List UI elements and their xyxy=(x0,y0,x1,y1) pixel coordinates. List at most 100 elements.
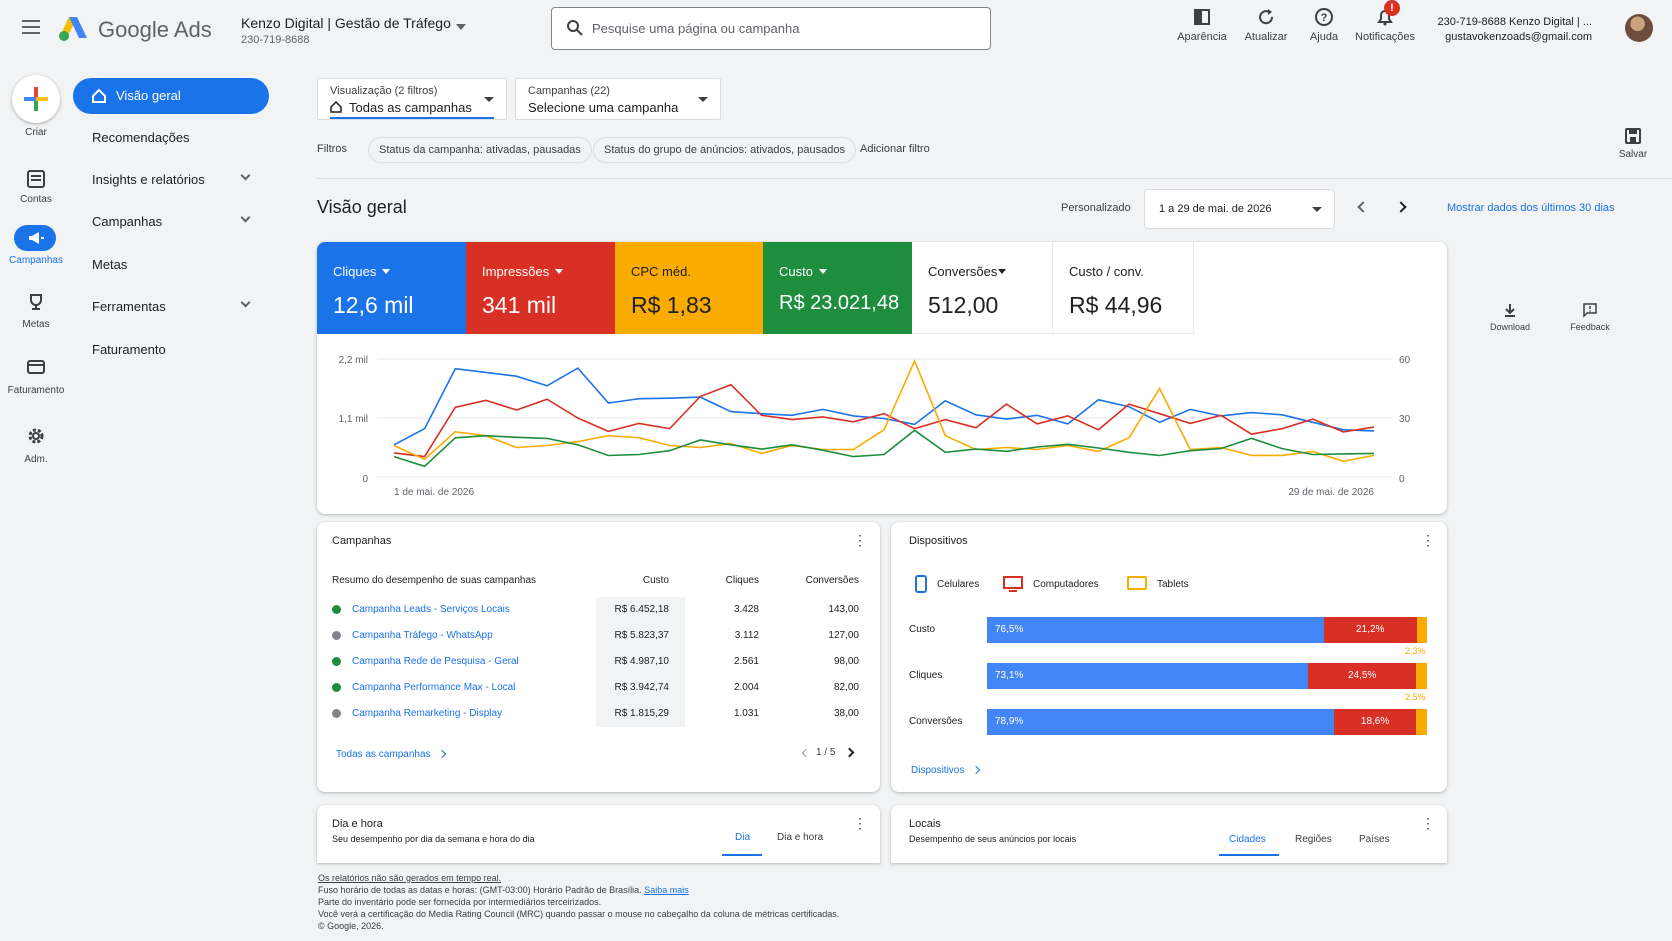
page-title: Visão geral xyxy=(317,197,407,217)
refresh-icon xyxy=(1259,9,1274,25)
sidebar-item-recommendations[interactable]: Recomendações xyxy=(92,130,190,145)
accounts-label[interactable]: Contas xyxy=(20,194,52,205)
more-vert-icon[interactable]: ⋮ xyxy=(853,815,867,831)
help-button[interactable]: ? Ajuda xyxy=(1300,6,1348,43)
tab-day[interactable]: Dia xyxy=(735,832,751,843)
save-button[interactable]: Salvar xyxy=(1612,127,1654,160)
device-bar-desktop: 24,5% xyxy=(1308,663,1416,689)
metric-avg-cpc-value: R$ 1,83 xyxy=(631,292,712,318)
gear-icon[interactable] xyxy=(24,424,48,448)
sorted-column-highlight xyxy=(596,597,685,727)
more-vert-icon[interactable]: ⋮ xyxy=(1421,815,1435,831)
google-ads-logo xyxy=(59,17,87,41)
campaigns-rail-label[interactable]: Campanhas xyxy=(9,255,63,266)
x-start-label: 1 de mai. de 2026 xyxy=(394,487,474,498)
brand-name: Google Ads xyxy=(98,17,212,42)
devices-link[interactable]: Dispositivos xyxy=(911,765,981,776)
download-button[interactable]: Download xyxy=(1480,302,1540,332)
home-icon xyxy=(330,101,342,113)
metric-cost-per-conv[interactable]: Custo / conv. R$ 44,96 xyxy=(1053,242,1194,334)
all-campaigns-link[interactable]: Todas as campanhas xyxy=(336,749,447,760)
megaphone-icon[interactable] xyxy=(24,226,48,250)
account-id: 230-719-8688 xyxy=(241,34,310,46)
tab-day-and-hour[interactable]: Dia e hora xyxy=(777,832,824,843)
footer-realtime-link[interactable]: Os relatórios não são gerados em tempo r… xyxy=(318,873,502,883)
create-button[interactable] xyxy=(12,75,60,123)
metric-impressions[interactable]: Impressões 341 mil xyxy=(466,242,615,334)
adgroup-status-chip[interactable]: Status do grupo de anúncios: ativados, p… xyxy=(593,137,856,163)
create-label: Criar xyxy=(25,127,47,138)
caret-down-icon xyxy=(382,269,391,274)
add-filter-button[interactable]: Adicionar filtro xyxy=(860,143,930,155)
filters-label: Filtros xyxy=(317,143,347,155)
last-30-days-link[interactable]: Mostrar dados dos últimos 30 dias xyxy=(1447,202,1615,214)
more-vert-icon[interactable]: ⋮ xyxy=(1421,532,1435,548)
feedback-icon xyxy=(1583,303,1597,318)
chevron-right-icon xyxy=(438,749,447,759)
metric-clicks[interactable]: Cliques 12,6 mil xyxy=(317,242,466,334)
sidebar-item-billing[interactable]: Faturamento xyxy=(92,342,166,357)
sidebar-item-goals[interactable]: Metas xyxy=(92,257,128,272)
refresh-button[interactable]: Atualizar xyxy=(1238,6,1294,43)
metric-cost-per-conv-value: R$ 44,96 xyxy=(1069,292,1163,318)
accounts-icon[interactable] xyxy=(24,167,48,191)
campaign-link[interactable]: Campanha Leads - Serviços Locais xyxy=(352,604,510,615)
status-enabled-icon xyxy=(332,683,341,692)
more-vert-icon[interactable]: ⋮ xyxy=(853,532,867,548)
device-bar-desktop: 18,6% xyxy=(1334,709,1416,735)
chevron-down-icon[interactable] xyxy=(240,170,251,181)
metric-impressions-value: 341 mil xyxy=(482,292,557,318)
user-account-line[interactable]: 230-719-8688 Kenzo Digital | ... xyxy=(1437,16,1592,28)
avatar[interactable] xyxy=(1625,14,1653,42)
learn-more-link[interactable]: Saiba mais xyxy=(644,885,689,895)
metric-avg-cpc[interactable]: CPC méd. R$ 1,83 xyxy=(615,242,763,334)
metric-cost-value: R$ 23.021,48 xyxy=(779,292,900,314)
next-period-icon[interactable] xyxy=(1395,201,1407,213)
sidebar-item-insights[interactable]: Insights e relatórios xyxy=(92,172,205,187)
campaign-link[interactable]: Campanha Performance Max - Local xyxy=(352,682,516,693)
sidebar-item-campaigns[interactable]: Campanhas xyxy=(92,214,163,229)
column-header-cost[interactable]: Custo xyxy=(642,575,669,586)
campaign-link[interactable]: Campanha Remarketing - Display xyxy=(352,708,503,719)
pager-next-icon[interactable] xyxy=(844,747,855,758)
search-input[interactable]: Pesquise uma página ou campanha xyxy=(551,7,991,50)
billing-rail-label[interactable]: Faturamento xyxy=(7,385,65,396)
feedback-button[interactable]: Feedback xyxy=(1560,302,1620,332)
chevron-down-icon[interactable] xyxy=(240,212,251,223)
campaign-link[interactable]: Campanha Tráfego - WhatsApp xyxy=(352,630,493,641)
column-header-clicks[interactable]: Cliques xyxy=(725,575,759,586)
view-dropdown-value: Todas as campanhas xyxy=(349,100,472,115)
campaign-status-chip[interactable]: Status da campanha: ativadas, pausadas xyxy=(368,137,592,163)
column-header-conversions[interactable]: Conversões xyxy=(805,575,859,586)
locations-title: Locais xyxy=(909,818,941,830)
appearance-button[interactable]: Aparência xyxy=(1172,6,1232,43)
tab-regions[interactable]: Regiões xyxy=(1295,834,1332,845)
metric-cost[interactable]: Custo R$ 23.021,48 xyxy=(763,242,912,334)
cell-clicks: 3.112 xyxy=(734,630,759,641)
credit-card-icon[interactable] xyxy=(24,355,48,379)
menu-icon[interactable] xyxy=(22,20,40,34)
tab-countries[interactable]: Países xyxy=(1359,834,1390,845)
campaign-dropdown[interactable]: Campanhas (22) Selecione uma campanha xyxy=(515,78,721,120)
series-line xyxy=(393,367,1375,446)
feedback-label: Feedback xyxy=(1570,322,1610,332)
trophy-icon[interactable] xyxy=(24,290,48,314)
admin-rail-label[interactable]: Adm. xyxy=(24,454,48,465)
previous-period-icon[interactable] xyxy=(1357,201,1369,213)
legend-desktop: Computadores xyxy=(1033,579,1099,590)
account-name[interactable]: Kenzo Digital | Gestão de Tráfego xyxy=(241,15,451,31)
goals-rail-label[interactable]: Metas xyxy=(22,319,50,330)
help-label: Ajuda xyxy=(1309,31,1339,43)
metric-conversions[interactable]: Conversões 512,00 xyxy=(912,242,1053,334)
view-dropdown[interactable]: Visualização (2 filtros) Todas as campan… xyxy=(317,78,507,120)
cell-cost: R$ 3.942,74 xyxy=(614,682,670,693)
campaign-link[interactable]: Campanha Rede de Pesquisa - Geral xyxy=(352,656,519,667)
chevron-down-icon[interactable] xyxy=(240,297,251,308)
sidebar-item-tools[interactable]: Ferramentas xyxy=(92,299,166,314)
table-row: Campanha Performance Max - Local R$ 3.94… xyxy=(317,675,877,701)
tab-cities[interactable]: Cidades xyxy=(1229,834,1266,845)
chevron-down-icon[interactable] xyxy=(456,24,466,30)
sidebar-item-overview[interactable]: Visão geral xyxy=(73,78,269,114)
date-range-picker[interactable]: 1 a 29 de mai. de 2026 xyxy=(1144,189,1335,229)
pager-prev-icon[interactable] xyxy=(801,748,811,758)
